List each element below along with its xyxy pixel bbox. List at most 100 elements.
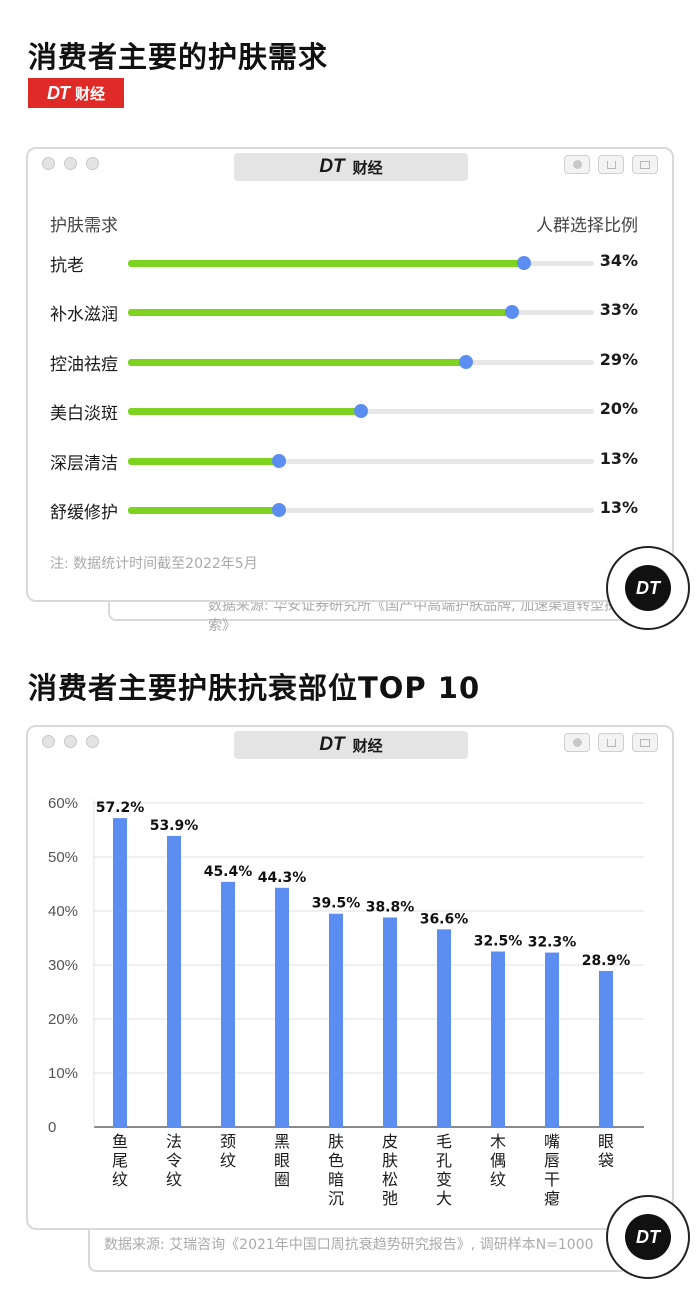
bar-value-label: 13% bbox=[599, 498, 638, 517]
bar-fill bbox=[128, 309, 513, 317]
bar-row: 补水滋润 33% bbox=[50, 298, 644, 328]
source-text-1: 数据来源: 华安证券研究所《国产中高端护肤品牌, 加速渠道转型探索》 bbox=[208, 598, 619, 634]
share-icon[interactable] bbox=[598, 733, 624, 752]
bar-value-label: 38.8% bbox=[366, 899, 415, 915]
record-icon[interactable] bbox=[564, 733, 590, 752]
bar-category-label: 控油祛痘 bbox=[50, 354, 118, 375]
bar-value-label: 34% bbox=[599, 251, 638, 270]
close-dot-icon[interactable] bbox=[42, 157, 55, 170]
window-title-text: 财经 bbox=[352, 158, 383, 177]
bar bbox=[167, 835, 181, 1127]
copy-icon[interactable] bbox=[632, 155, 658, 174]
bar-end-dot bbox=[505, 305, 520, 320]
bar-end-dot bbox=[458, 354, 473, 369]
header-ratio: 人群选择比例 bbox=[536, 216, 638, 236]
y-tick-label: 40% bbox=[48, 903, 78, 920]
window-title-bar: DT 财经 bbox=[234, 731, 468, 759]
bar-category-label: 补水滋润 bbox=[50, 305, 118, 326]
bar-fill bbox=[128, 507, 280, 514]
record-icon[interactable] bbox=[564, 155, 590, 174]
window-toolbar bbox=[564, 155, 658, 174]
share-icon[interactable] bbox=[598, 155, 624, 174]
maximize-dot-icon[interactable] bbox=[86, 157, 99, 170]
bar-track bbox=[128, 503, 594, 517]
section2-title: 消费者主要护肤抗衰部位TOP 10 bbox=[28, 671, 481, 705]
bar-value-label: 53.9% bbox=[150, 818, 199, 834]
bar-category-label: 舒缓修护 bbox=[50, 503, 118, 523]
window-controls bbox=[42, 735, 99, 748]
bar-row: 美白淡斑 20% bbox=[50, 397, 644, 427]
dt-logo-icon: DT bbox=[606, 1195, 690, 1279]
x-category-label: 木偶纹 bbox=[490, 1132, 506, 1189]
window-title-logo: DT bbox=[319, 734, 345, 755]
bar-value-label: 32.3% bbox=[528, 935, 577, 951]
bar bbox=[545, 952, 559, 1127]
x-category-label: 颈纹 bbox=[220, 1132, 236, 1170]
chart-window-2: DT 财经 60% 50% 40% 30% 20% 10% 0 57.2% 鱼尾纹 53.9% 法令… bbox=[26, 725, 674, 1230]
bar-category-label: 美白淡斑 bbox=[50, 404, 118, 425]
chart-window-1: DT 财经 护肤需求 人群选择比例 抗老 34% 补水滋润 33% 控油祛痘 29% 美白淡… bbox=[26, 147, 674, 602]
x-category-label: 肤色暗沉 bbox=[328, 1132, 344, 1208]
bar-value-label: 39.5% bbox=[312, 896, 361, 912]
bar-value-label: 45.4% bbox=[204, 864, 253, 880]
bar-track bbox=[128, 305, 594, 320]
bar-end-dot bbox=[272, 453, 287, 468]
bar-fill bbox=[128, 260, 525, 267]
bar-value-label: 33% bbox=[599, 300, 638, 320]
bar-fill bbox=[128, 457, 280, 465]
x-category-label: 法令纹 bbox=[166, 1132, 182, 1189]
bar-value-label: 20% bbox=[599, 399, 638, 419]
copy-icon[interactable] bbox=[632, 733, 658, 752]
close-dot-icon[interactable] bbox=[42, 735, 55, 748]
window-title-bar: DT 财经 bbox=[234, 153, 468, 181]
bar bbox=[275, 887, 289, 1127]
bar bbox=[437, 929, 451, 1127]
brand-badge: DT 财经 bbox=[28, 78, 124, 108]
source-text-2: 数据来源: 艾瑞咨询《2021年中国口周抗衰趋势研究报告》, 调研样本N=100… bbox=[104, 1237, 594, 1253]
bar-fill bbox=[128, 358, 466, 366]
bar bbox=[221, 881, 235, 1127]
brand-badge-label: 财经 bbox=[74, 84, 105, 103]
y-tick-label: 20% bbox=[48, 1011, 78, 1028]
section1-title: 消费者主要的护肤需求 bbox=[28, 40, 329, 74]
bar-value-label: 36.6% bbox=[420, 911, 469, 927]
bar-category-label: 深层清洁 bbox=[50, 453, 118, 474]
y-tick-label: 60% bbox=[48, 795, 78, 812]
bar-value-label: 28.9% bbox=[582, 953, 631, 969]
y-tick-label: 10% bbox=[48, 1065, 78, 1082]
window-toolbar bbox=[564, 733, 658, 752]
x-category-label: 鱼尾纹 bbox=[112, 1132, 128, 1189]
bar-value-label: 32.5% bbox=[474, 934, 523, 950]
bar-track bbox=[128, 256, 594, 270]
bar-value-label: 44.3% bbox=[258, 870, 307, 886]
bar-value-label: 57.2% bbox=[96, 800, 145, 816]
minimize-dot-icon[interactable] bbox=[64, 157, 77, 170]
bar-end-dot bbox=[354, 404, 368, 419]
bar-track bbox=[128, 404, 594, 419]
bar-fill bbox=[128, 408, 361, 416]
header-category: 护肤需求 bbox=[50, 216, 118, 236]
window-title-logo: DT bbox=[319, 156, 345, 177]
bar-end-dot bbox=[272, 503, 287, 517]
x-category-label: 毛孔变大 bbox=[436, 1132, 452, 1208]
vertical-bar-chart: 60% 50% 40% 30% 20% 10% 0 57.2% 鱼尾纹 53.9% 法令纹 45.4%… bbox=[48, 795, 644, 1208]
x-category-label: 嘴唇干瘪 bbox=[544, 1132, 560, 1208]
bar bbox=[329, 913, 343, 1127]
x-category-label: 皮肤松弛 bbox=[382, 1132, 398, 1208]
bar bbox=[599, 970, 613, 1127]
bar-end-dot bbox=[517, 256, 532, 270]
bar bbox=[383, 917, 397, 1127]
bar-category-label: 抗老 bbox=[50, 256, 84, 276]
bar-track bbox=[128, 453, 594, 468]
bar-row: 舒缓修护 13% bbox=[50, 496, 644, 526]
x-category-label: 眼袋 bbox=[598, 1132, 614, 1170]
maximize-dot-icon[interactable] bbox=[86, 735, 99, 748]
minimize-dot-icon[interactable] bbox=[64, 735, 77, 748]
bar-value-label: 13% bbox=[599, 448, 638, 468]
bar bbox=[491, 951, 505, 1127]
footnote: 注: 数据统计时间截至2022年5月 bbox=[50, 556, 258, 572]
dt-logo-icon: DT bbox=[606, 546, 690, 630]
bar-track bbox=[128, 354, 594, 369]
brand-logo-text: DT bbox=[46, 82, 70, 103]
y-tick-label: 50% bbox=[48, 849, 78, 866]
